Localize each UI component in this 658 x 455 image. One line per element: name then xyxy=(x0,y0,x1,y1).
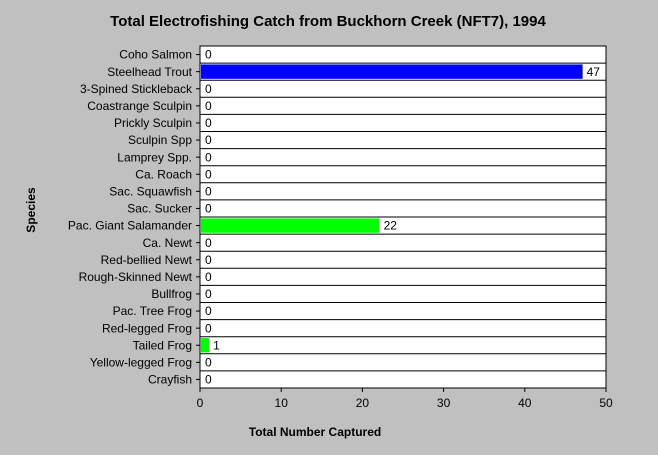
y-tick-label: Pac. Giant Salamander xyxy=(68,219,192,233)
x-tick-label: 30 xyxy=(437,396,451,410)
value-label: 0 xyxy=(205,253,212,267)
y-tick-label: Sac. Squawfish xyxy=(109,185,192,199)
x-tick-label: 10 xyxy=(275,396,289,410)
y-tick-label: Ca. Newt xyxy=(143,236,193,250)
y-tick-label: Coho Salmon xyxy=(119,48,192,62)
y-tick-label: Yellow-legged Frog xyxy=(90,356,192,370)
y-tick-label: 3-Spined Stickleback xyxy=(80,82,193,96)
value-label: 0 xyxy=(205,185,212,199)
y-tick-label: Pac. Tree Frog xyxy=(113,304,192,318)
x-tick-label: 50 xyxy=(599,396,613,410)
value-label: 0 xyxy=(205,321,212,335)
bar xyxy=(201,218,380,233)
bar xyxy=(201,64,583,79)
value-label: 1 xyxy=(213,338,220,352)
y-tick-label: Crayfish xyxy=(148,373,192,387)
value-label: 0 xyxy=(205,99,212,113)
value-label: 0 xyxy=(205,304,212,318)
y-tick-label: Rough-Skinned Newt xyxy=(79,270,193,284)
value-label: 0 xyxy=(205,167,212,181)
y-tick-label: Red-legged Frog xyxy=(102,321,192,335)
y-tick-label: Red-bellied Newt xyxy=(101,253,193,267)
value-label: 0 xyxy=(205,116,212,130)
y-tick-label: Ca. Roach xyxy=(135,167,192,181)
y-tick-label: Lamprey Spp. xyxy=(117,150,192,164)
value-label: 0 xyxy=(205,48,212,62)
value-label: 0 xyxy=(205,270,212,284)
y-tick-label: Bullfrog xyxy=(151,287,192,301)
bar xyxy=(201,338,210,353)
value-label: 47 xyxy=(587,65,601,79)
y-axis-label: Species xyxy=(24,187,38,233)
value-label: 0 xyxy=(205,150,212,164)
value-label: 22 xyxy=(384,219,398,233)
x-axis-label: Total Number Captured xyxy=(249,425,381,439)
x-tick-label: 0 xyxy=(197,396,204,410)
x-tick-label: 40 xyxy=(518,396,532,410)
value-label: 0 xyxy=(205,202,212,216)
value-label: 0 xyxy=(205,373,212,387)
chart-title: Total Electrofishing Catch from Buckhorn… xyxy=(110,13,546,30)
x-tick-label: 20 xyxy=(356,396,370,410)
value-label: 0 xyxy=(205,82,212,96)
value-label: 0 xyxy=(205,236,212,250)
y-tick-label: Prickly Sculpin xyxy=(114,116,192,130)
y-tick-label: Tailed Frog xyxy=(133,338,192,352)
value-label: 0 xyxy=(205,356,212,370)
value-label: 0 xyxy=(205,287,212,301)
y-tick-label: Sac. Sucker xyxy=(127,202,192,216)
y-tick-label: Coastrange Sculpin xyxy=(87,99,192,113)
y-tick-label: Steelhead Trout xyxy=(107,65,192,79)
y-tick-label: Sculpin Spp xyxy=(128,133,192,147)
value-label: 0 xyxy=(205,133,212,147)
